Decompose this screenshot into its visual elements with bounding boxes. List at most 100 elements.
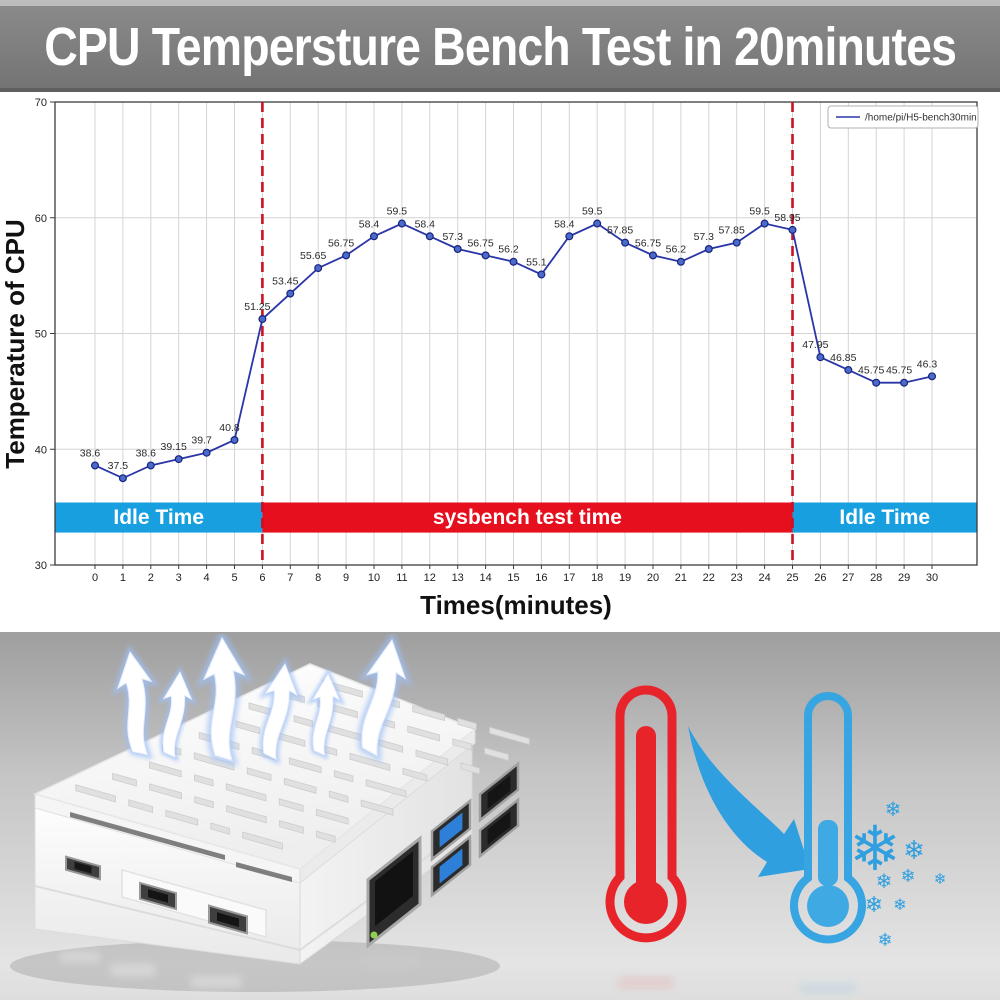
svg-text:8: 8: [315, 572, 321, 584]
usb2-tongue-top: [487, 775, 511, 809]
svg-text:27: 27: [842, 572, 854, 584]
svg-text:70: 70: [35, 97, 47, 109]
svg-text:55.65: 55.65: [300, 250, 326, 262]
svg-text:3: 3: [176, 572, 182, 584]
svg-text:7: 7: [287, 572, 293, 584]
svg-text:12: 12: [424, 572, 436, 584]
airflow-arrow-icon: [111, 644, 161, 760]
svg-text:38.6: 38.6: [80, 447, 101, 459]
svg-text:60: 60: [35, 213, 47, 225]
y-axis-title: Temperature of CPU: [0, 219, 30, 468]
snowflake-icons: ❄❄❄❄ ❄❄ ❄❄❄: [849, 799, 946, 950]
hot-thermometer-mercury: [636, 726, 656, 894]
svg-text:23: 23: [731, 572, 743, 584]
snowflake-icon: ❄: [903, 835, 925, 865]
title-banner: CPU Tempersture Bench Test in 20minutes: [0, 0, 1000, 92]
svg-text:51.25: 51.25: [244, 301, 270, 313]
svg-text:58.4: 58.4: [415, 218, 436, 230]
svg-text:21: 21: [675, 572, 687, 584]
tick-marks: [50, 101, 933, 569]
svg-text:38.6: 38.6: [136, 447, 157, 459]
case-shadow: [10, 940, 500, 992]
cooling-case-illustration: ❄❄❄❄ ❄❄ ❄❄❄: [10, 634, 946, 992]
svg-text:10: 10: [368, 572, 380, 584]
x-tick-labels: 0 1 2 3 4 5 6 7 8 9 10 11 12 13 14 15 16 17 18 19 20 21 22 23 24…: [92, 572, 938, 584]
data-point-labels: 38.6 37.5 38.6 39.15 39.7 40.8 51.25 53.45 55.65…: [80, 206, 938, 473]
airflow-arrow-icon: [306, 668, 346, 760]
snowflake-icon: ❄: [877, 930, 892, 950]
svg-text:40: 40: [35, 444, 47, 456]
svg-text:16: 16: [535, 572, 547, 584]
svg-text:30: 30: [926, 572, 938, 584]
legend: /home/pi/H5-bench30min: [827, 105, 979, 129]
svg-text:59.5: 59.5: [582, 206, 603, 218]
phase-band-0: [55, 502, 263, 533]
svg-text:1: 1: [120, 572, 126, 584]
phase-band-1: [262, 502, 793, 533]
svg-text:13: 13: [452, 572, 464, 584]
svg-text:40.8: 40.8: [219, 422, 240, 434]
svg-text:57.85: 57.85: [719, 225, 745, 237]
svg-text:39.15: 39.15: [161, 441, 187, 453]
svg-text:58.4: 58.4: [554, 218, 575, 230]
cpu-temperature-chart-area: Idle Time sysbench test time Idle Time 38.6…: [0, 92, 1000, 632]
cold-thermometer-bulb: [807, 885, 849, 927]
gridlines: [55, 102, 977, 565]
svg-text:59.5: 59.5: [387, 206, 408, 218]
hot-thermometer-bulb: [624, 880, 668, 924]
svg-text:28: 28: [870, 572, 882, 584]
airflow-arrow-icon: [157, 665, 198, 763]
svg-text:47.95: 47.95: [802, 339, 828, 351]
svg-text:46.85: 46.85: [830, 352, 856, 364]
svg-text:4: 4: [204, 572, 210, 584]
airflow-arrow-icon: [357, 634, 413, 763]
svg-text:2: 2: [148, 572, 154, 584]
product-illustration-area: ❄ ❄ ❄ ❄ ❄ ❄ ❄ ❄ ❄: [0, 632, 1000, 1000]
svg-text:22: 22: [703, 572, 715, 584]
svg-text:18: 18: [591, 572, 603, 584]
snowflake-icon: ❄: [876, 871, 893, 893]
lid-gap-slot: [70, 812, 225, 860]
snowflake-icon: ❄: [885, 799, 902, 821]
svg-text:15: 15: [507, 572, 519, 584]
ethernet-led: [370, 931, 378, 939]
svg-text:57.3: 57.3: [694, 231, 715, 243]
snowflake-icon: ❄: [934, 871, 947, 888]
svg-text:57.85: 57.85: [607, 225, 633, 237]
micro-hdmi-slot-1: [148, 889, 168, 903]
thermometer-reflections: [618, 978, 856, 992]
airflow-arrow-icon: [195, 634, 254, 767]
y-tick-labels: 30 40 50 60 70: [35, 97, 47, 572]
svg-text:45.75: 45.75: [858, 365, 884, 377]
snowflake-icon: ❄: [865, 892, 883, 917]
phase-band-label-1: sysbench test time: [433, 506, 622, 529]
phase-bands: Idle Time sysbench test time Idle Time: [55, 502, 977, 533]
svg-text:56.2: 56.2: [666, 244, 687, 256]
svg-text:25: 25: [786, 572, 798, 584]
svg-text:56.75: 56.75: [635, 237, 661, 249]
svg-text:37.5: 37.5: [108, 460, 129, 472]
ethernet-slot: [375, 851, 413, 927]
svg-text:58.4: 58.4: [359, 218, 380, 230]
page-title: CPU Tempersture Bench Test in 20minutes: [44, 17, 957, 77]
usb3-tongue-top: [439, 812, 463, 848]
svg-text:14: 14: [479, 572, 491, 584]
cold-thermometer-icon: [790, 692, 866, 944]
svg-text:56.75: 56.75: [328, 237, 354, 249]
svg-text:9: 9: [343, 572, 349, 584]
usb3-tongue-bottom: [439, 848, 463, 884]
svg-text:58.95: 58.95: [774, 212, 800, 224]
hot-thermometer-icon: [605, 685, 687, 943]
cold-thermometer-outline: [790, 692, 866, 944]
svg-text:29: 29: [898, 572, 910, 584]
hot-thermometer-outline: [605, 685, 687, 943]
snowflake-icon: ❄: [849, 815, 901, 884]
svg-text:6: 6: [259, 572, 265, 584]
svg-text:53.45: 53.45: [272, 276, 298, 288]
case-seam: [34, 885, 301, 951]
svg-text:17: 17: [563, 572, 575, 584]
svg-text:59.5: 59.5: [749, 206, 770, 218]
cpu-temperature-line-chart: Idle Time sysbench test time Idle Time 38.6…: [0, 97, 979, 620]
airflow-arrow-icon: [258, 657, 304, 765]
legend-series-label: /home/pi/H5-bench30min: [865, 113, 977, 124]
